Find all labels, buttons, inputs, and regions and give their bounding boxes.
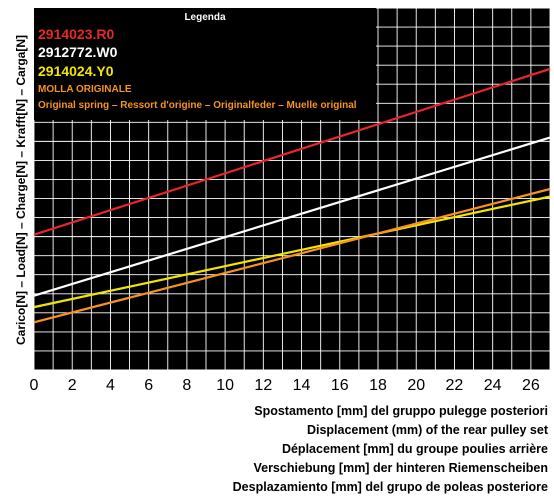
legend-entry-yellow: 2914024.Y0: [38, 63, 114, 79]
x-tick-label: 2: [68, 377, 77, 394]
series-lines: [33, 67, 551, 324]
x-tick-label: 0: [30, 377, 39, 394]
x-tick-label: 14: [293, 377, 311, 394]
x-tick-labels: 0 2 4 6 8 10 12 14 16 18 20 22 24 26: [30, 377, 540, 394]
y-axis-label: Carico[N] – Load[N] – Charge[N] – Krafft…: [14, 35, 28, 345]
series-line-0: [33, 67, 551, 236]
x-tick-label: 18: [369, 377, 387, 394]
series-line-2: [33, 195, 551, 309]
x-tick-label: 22: [446, 377, 464, 394]
x-axis-label-block: Spostamento [mm] del gruppo pulegge post…: [148, 402, 548, 497]
x-axis-label-es: Desplazamiento [mm] del grupo de poleas …: [232, 480, 548, 494]
series-line-3: [33, 187, 551, 324]
legend-entry-original: MOLLA ORIGINALE: [38, 84, 132, 95]
x-tick-label: 12: [254, 377, 272, 394]
x-tick-label: 6: [144, 377, 153, 394]
x-axis-label-de: Verschiebung [mm] der hinteren Riemensch…: [253, 461, 548, 475]
x-axis-label-it: Spostamento [mm] del gruppo pulegge post…: [254, 404, 548, 418]
legend-title: Legenda: [184, 12, 226, 23]
legend-entry-original-translations: Original spring – Ressort d'origine – Or…: [38, 100, 357, 111]
x-tick-label: 20: [407, 377, 425, 394]
x-tick-label: 16: [331, 377, 349, 394]
x-tick-label: 8: [182, 377, 191, 394]
legend-entry-white: 2912772.W0: [38, 44, 118, 60]
x-tick-label: 26: [522, 377, 540, 394]
x-tick-label: 4: [106, 377, 115, 394]
x-tick-label: 24: [484, 377, 502, 394]
legend: Legenda 2914023.R0 2912772.W0 2914024.Y0…: [34, 8, 376, 120]
series-line-1: [33, 136, 551, 297]
legend-box: [34, 8, 376, 120]
x-tick-label: 10: [216, 377, 234, 394]
legend-entry-red: 2914023.R0: [38, 26, 115, 42]
x-axis-label-en: Displacement (mm) of the rear pulley set: [306, 423, 548, 437]
x-axis-label-fr: Déplacement [mm] du groupe poulies arriè…: [281, 442, 548, 456]
